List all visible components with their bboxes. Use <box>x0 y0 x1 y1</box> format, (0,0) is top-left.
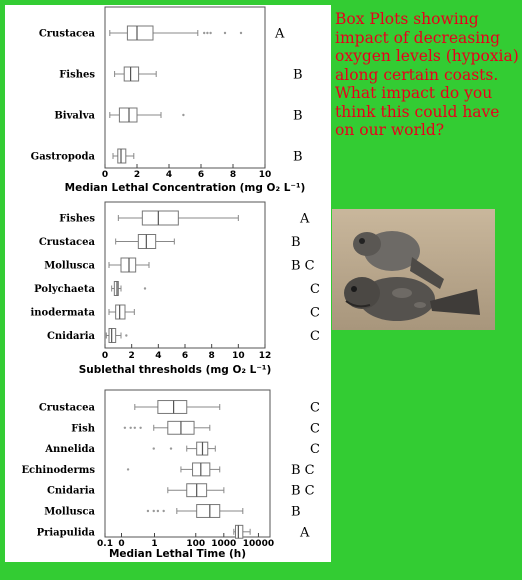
group-letter: B <box>293 150 303 165</box>
category-label: Gastropoda <box>31 152 96 163</box>
caption-text: Box Plots showing impact of decreasing o… <box>335 10 519 139</box>
group-letter: B <box>293 68 303 83</box>
box <box>117 148 127 164</box>
group-letter: B <box>291 505 301 520</box>
outlier-point <box>125 334 128 337</box>
x-tick-label: 1 <box>151 539 157 549</box>
x-tick-label: 12 <box>259 351 272 361</box>
box <box>137 234 157 249</box>
outlier-point <box>139 426 142 429</box>
category-label: Cnidaria <box>47 486 96 497</box>
x-tick-label: 0 <box>118 539 124 549</box>
box <box>141 210 179 226</box>
category-label: Crustacea <box>39 403 96 414</box>
group-letter: A <box>274 27 285 42</box>
box-plot-panel-2: 0 2 4 6 8 10 12 Sublethal thresholds (mg O₂ L⁻¹… <box>30 201 320 376</box>
x-tick-label: 0.1 <box>97 539 113 549</box>
category-label: Fishes <box>59 214 95 225</box>
outlier-point <box>223 31 227 35</box>
category-label: inodermata <box>30 308 95 319</box>
group-letter: B C <box>291 259 315 274</box>
category-label: Crustacea <box>39 29 96 40</box>
x-axis-label: Median Lethal Time (h) <box>109 548 246 560</box>
category-label: Mollusca <box>44 507 95 518</box>
group-letter: C <box>310 282 320 297</box>
group-letter: C <box>310 401 320 416</box>
x-tick-label: 2 <box>134 170 140 180</box>
x-tick-label: 2 <box>129 351 135 361</box>
box-plot-figure: 0 2 4 6 8 10 Median Lethal Concentration (mg O… <box>5 5 331 562</box>
x-tick-label: 1000 <box>211 539 236 549</box>
outlier-point <box>126 468 130 471</box>
outlier-point <box>152 447 155 450</box>
x-tick-label: 0 <box>102 170 108 180</box>
group-letter: A <box>299 525 310 540</box>
x-tick-label: 0 <box>102 351 108 361</box>
box-plot-panel-1: 0 2 4 6 8 10 Median Lethal Concentration (mg O… <box>31 6 306 194</box>
category-label: Cnidaria <box>47 331 96 342</box>
outlier-point <box>162 509 165 513</box>
x-tick-label: 8 <box>209 351 215 361</box>
x-tick-label: 10 <box>259 170 272 180</box>
group-letter: B C <box>291 484 315 499</box>
category-label: Polychaeta <box>34 284 95 295</box>
outlier-point <box>203 31 206 35</box>
x-tick-label: 100 <box>186 539 205 549</box>
outlier-point <box>209 31 212 35</box>
category-label: Crustacea <box>39 237 96 248</box>
box <box>123 66 140 82</box>
outlier-point <box>129 426 132 429</box>
category-label: Priapulida <box>37 527 96 538</box>
outlier-point <box>239 31 243 35</box>
category-label: Echinoderms <box>21 465 95 476</box>
group-letter: B <box>291 235 301 250</box>
category-label: Annelida <box>44 444 95 455</box>
outlier-point <box>206 31 209 35</box>
group-letter: A <box>299 212 310 227</box>
outlier-point <box>133 426 137 429</box>
box <box>115 304 126 320</box>
box <box>157 400 188 414</box>
outlier-point <box>146 509 150 513</box>
outlier-point <box>156 509 160 513</box>
group-letter: B <box>293 109 303 124</box>
outlier-point <box>152 509 155 513</box>
outlier-point <box>182 113 185 117</box>
box <box>118 107 138 123</box>
x-tick-label: 10 <box>232 351 245 361</box>
category-label: Fish <box>71 423 96 434</box>
fish-photo-icon <box>332 209 495 330</box>
x-tick-label: 4 <box>166 170 172 180</box>
x-tick-label: 4 <box>155 351 161 361</box>
category-label: Mollusca <box>44 261 95 272</box>
box <box>120 257 137 273</box>
group-letter: C <box>310 421 320 436</box>
box <box>126 25 154 41</box>
group-letter: C <box>310 306 320 321</box>
box <box>113 281 119 296</box>
x-axis-label: Sublethal thresholds (mg O₂ L⁻¹) <box>79 364 272 376</box>
x-tick-label: 6 <box>182 351 188 361</box>
group-letter: C <box>310 329 320 344</box>
outlier-point <box>169 447 173 450</box>
plot-frame <box>104 389 271 538</box>
x-tick-label: 8 <box>230 170 236 180</box>
x-tick-label: 6 <box>198 170 204 180</box>
category-label: Bivalva <box>54 111 95 122</box>
category-label: Fishes <box>59 70 95 81</box>
x-axis-label: Median Lethal Concentration (mg O₂ L⁻¹) <box>65 182 306 194</box>
x-tick-label: 10000 <box>243 539 274 549</box>
plot-frame <box>104 6 266 169</box>
group-letter: B C <box>291 463 315 478</box>
outlier-point <box>143 287 147 290</box>
box <box>108 328 117 343</box>
plot-frame <box>104 201 266 349</box>
group-letter: C <box>310 442 320 457</box>
box <box>234 524 244 539</box>
outlier-point <box>123 426 127 429</box>
box <box>196 504 221 518</box>
